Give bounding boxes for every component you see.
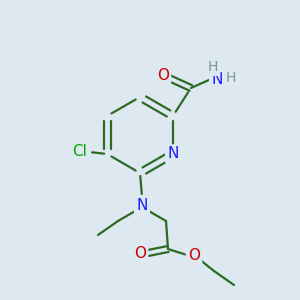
- Text: N: N: [167, 146, 178, 161]
- Text: N: N: [136, 197, 148, 212]
- Text: O: O: [188, 248, 200, 262]
- Text: H: H: [226, 71, 236, 85]
- Text: N: N: [211, 73, 223, 88]
- Text: O: O: [157, 68, 169, 83]
- Text: H: H: [208, 60, 218, 74]
- Text: O: O: [134, 245, 146, 260]
- Text: Cl: Cl: [72, 145, 86, 160]
